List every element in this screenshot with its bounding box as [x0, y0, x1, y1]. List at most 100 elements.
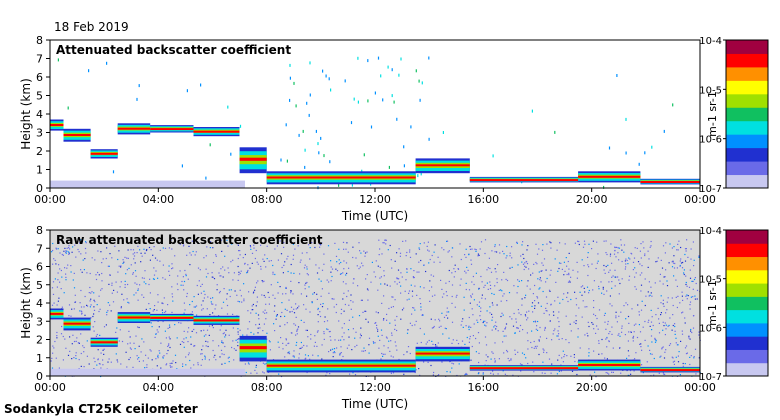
noise-speckle: [316, 331, 319, 333]
noise-speckle: [415, 253, 417, 255]
cloud-layer-peak: [578, 364, 641, 366]
noise-speckle: [536, 253, 539, 255]
noise-speckle: [162, 356, 164, 358]
noise-speckle: [293, 350, 295, 352]
noise-speckle: [690, 248, 692, 250]
noise-speckle: [263, 280, 265, 282]
noise-speckle: [400, 57, 402, 61]
noise-speckle: [180, 284, 182, 286]
noise-speckle: [377, 335, 379, 337]
noise-speckle: [75, 357, 77, 360]
noise-speckle: [189, 359, 191, 362]
noise-speckle: [107, 310, 109, 312]
noise-speckle: [191, 330, 193, 332]
noise-speckle: [323, 338, 325, 340]
noise-speckle: [561, 357, 563, 359]
noise-speckle: [51, 357, 53, 359]
noise-speckle: [127, 249, 129, 251]
noise-speckle: [389, 350, 391, 352]
noise-speckle: [141, 338, 143, 340]
noise-speckle: [114, 245, 116, 247]
noise-speckle: [568, 272, 570, 274]
noise-speckle: [611, 326, 613, 328]
noise-speckle: [141, 277, 143, 279]
noise-speckle: [290, 292, 292, 294]
noise-speckle: [543, 349, 545, 351]
noise-speckle: [265, 362, 267, 365]
noise-speckle: [604, 321, 606, 323]
noise-speckle: [262, 371, 264, 373]
noise-speckle: [288, 351, 290, 353]
noise-speckle: [411, 295, 414, 297]
noise-speckle: [297, 328, 299, 330]
noise-speckle: [421, 314, 424, 316]
colorbar-segment: [726, 349, 768, 364]
noise-speckle: [525, 266, 527, 268]
noise-speckle: [377, 328, 379, 330]
noise-speckle: [373, 342, 375, 344]
noise-speckle: [567, 292, 569, 294]
noise-speckle: [591, 248, 593, 250]
noise-speckle: [593, 350, 595, 352]
noise-speckle: [285, 123, 287, 127]
noise-speckle: [412, 277, 415, 279]
noise-speckle: [350, 308, 352, 310]
noise-speckle: [91, 291, 93, 293]
noise-speckle: [358, 315, 361, 317]
noise-speckle: [290, 263, 292, 266]
noise-speckle: [168, 336, 170, 338]
noise-speckle: [376, 327, 378, 329]
noise-speckle: [340, 261, 342, 264]
noise-speckle: [335, 303, 338, 306]
noise-speckle: [502, 370, 504, 372]
colorbar-frame: [725, 39, 769, 189]
noise-speckle: [540, 270, 542, 272]
noise-speckle: [360, 327, 362, 329]
cloud-layer-peak: [193, 130, 240, 133]
noise-speckle: [328, 351, 330, 353]
noise-speckle: [350, 300, 352, 302]
noise-speckle: [558, 325, 560, 328]
noise-speckle: [445, 291, 447, 293]
instrument-label: Sodankyla CT25K ceilometer: [4, 402, 198, 416]
noise-speckle: [481, 294, 483, 296]
noise-speckle: [516, 292, 518, 294]
noise-speckle: [689, 304, 691, 306]
noise-speckle: [148, 303, 150, 305]
noise-speckle: [672, 103, 674, 107]
noise-speckle: [692, 327, 695, 329]
noise-speckle: [255, 366, 257, 368]
noise-speckle: [588, 355, 590, 357]
noise-speckle: [168, 270, 170, 272]
noise-speckle: [686, 352, 688, 354]
noise-speckle: [120, 363, 122, 365]
noise-speckle: [642, 372, 644, 374]
noise-speckle: [391, 68, 393, 72]
noise-speckle: [597, 260, 599, 262]
noise-speckle: [639, 263, 641, 265]
noise-speckle: [165, 364, 167, 366]
noise-speckle: [603, 269, 605, 271]
noise-speckle: [319, 243, 321, 245]
noise-speckle: [391, 94, 393, 98]
noise-speckle: [677, 355, 679, 357]
noise-speckle: [308, 113, 310, 117]
noise-speckle: [136, 252, 138, 254]
noise-speckle: [73, 308, 75, 310]
noise-speckle: [300, 293, 302, 295]
noise-speckle: [294, 324, 297, 326]
noise-speckle: [494, 361, 496, 363]
noise-speckle: [218, 272, 220, 274]
noise-speckle: [639, 274, 641, 276]
noise-speckle: [357, 56, 359, 60]
noise-speckle: [77, 342, 79, 344]
noise-speckle: [400, 285, 402, 287]
noise-speckle: [205, 255, 207, 257]
noise-speckle: [298, 133, 300, 137]
noise-speckle: [674, 323, 676, 325]
noise-speckle: [603, 293, 605, 295]
noise-speckle: [640, 284, 643, 286]
noise-speckle: [659, 356, 661, 358]
noise-speckle: [418, 271, 420, 273]
noise-speckle: [71, 358, 73, 360]
